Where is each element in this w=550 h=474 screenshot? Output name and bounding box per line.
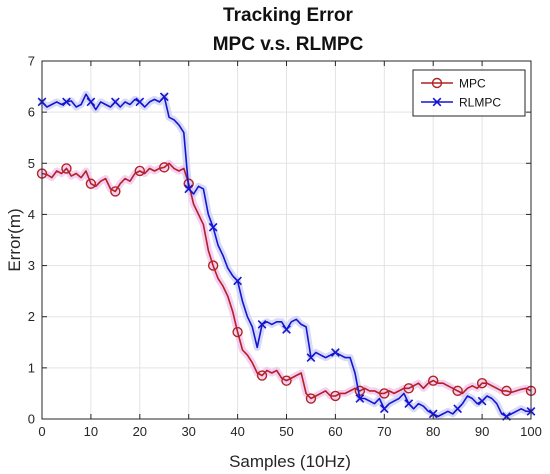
y-tick-label: 0 — [28, 412, 35, 427]
x-marker-stroke — [159, 92, 169, 102]
data-point-mpc — [207, 260, 219, 271]
data-point-rlmpc — [86, 97, 96, 107]
x-marker-stroke — [282, 325, 291, 334]
data-point-mpc — [159, 162, 170, 173]
data-point-mpc — [476, 378, 488, 389]
y-tick-label: 2 — [28, 309, 35, 324]
x-tick-label: 100 — [520, 424, 542, 439]
x-marker-stroke — [184, 184, 194, 194]
data-point-mpc — [281, 375, 292, 386]
x-marker-stroke — [257, 320, 267, 329]
x-tick-label: 30 — [181, 424, 195, 439]
y-tick-label: 6 — [28, 105, 35, 120]
y-tick-label: 5 — [28, 156, 35, 171]
data-point-mpc — [110, 186, 121, 197]
data-point-rlmpc — [428, 409, 438, 419]
data-point-mpc — [428, 375, 439, 386]
data-point-rlmpc — [159, 92, 169, 102]
x-marker-stroke — [306, 353, 316, 362]
chart-subtitle: MPC v.s. RLMPC — [213, 34, 364, 55]
data-point-rlmpc — [404, 399, 414, 409]
x-marker-stroke — [331, 348, 340, 357]
x-marker-stroke — [233, 276, 242, 286]
data-point-rlmpc — [135, 97, 145, 107]
x-marker-stroke — [477, 396, 487, 406]
y-axis-label: Error(m) — [5, 208, 24, 271]
data-point-mpc — [256, 370, 268, 381]
x-marker-stroke — [432, 97, 442, 107]
x-tick-label: 90 — [475, 424, 489, 439]
x-marker-stroke — [379, 404, 389, 414]
x-tick-label: 80 — [426, 424, 440, 439]
data-point-rlmpc — [453, 404, 463, 414]
legend-marker-mpc — [431, 77, 443, 89]
x-tick-label: 10 — [84, 424, 98, 439]
x-marker-stroke — [404, 399, 414, 409]
data-point-rlmpc — [355, 394, 365, 403]
x-marker-stroke — [135, 97, 145, 107]
legend-box — [412, 69, 526, 117]
data-point-rlmpc — [62, 97, 71, 107]
data-point-mpc — [134, 165, 146, 177]
data-point-mpc — [330, 390, 341, 402]
data-point-rlmpc — [477, 396, 487, 406]
x-tick-label: 40 — [230, 424, 244, 439]
y-tick-label: 1 — [28, 360, 35, 375]
data-point-mpc — [403, 383, 414, 394]
x-marker-stroke — [428, 409, 438, 419]
x-tick-label: 70 — [377, 424, 391, 439]
data-point-rlmpc — [379, 404, 389, 414]
x-marker-stroke — [110, 97, 120, 107]
data-point-rlmpc — [110, 97, 120, 107]
x-tick-label: 50 — [279, 424, 293, 439]
y-tick-label: 4 — [28, 207, 35, 222]
series-line-mpc — [41, 162, 532, 400]
data-point-mpc — [379, 388, 390, 399]
data-point-mpc — [305, 393, 317, 404]
x-tick-label: 60 — [328, 424, 342, 439]
data-point-mpc — [85, 178, 97, 189]
data-point-rlmpc — [331, 348, 340, 357]
legend-label-mpc: MPC — [459, 77, 486, 91]
legend: MPC RLMPC — [412, 69, 526, 117]
legend-label-rlmpc: RLMPC — [459, 96, 501, 110]
data-point-rlmpc — [306, 353, 316, 362]
data-point-mpc — [452, 385, 463, 397]
x-marker-stroke — [62, 97, 71, 107]
data-point-rlmpc — [208, 222, 218, 232]
y-tick-label: 3 — [28, 258, 35, 273]
data-point-rlmpc — [282, 325, 291, 334]
x-tick-label: 0 — [38, 424, 45, 439]
plot-area: 0 10 20 30 40 50 60 70 80 90 100 0 1 2 3 4 5 6 7 — [28, 54, 542, 440]
data-point-rlmpc — [184, 184, 194, 194]
data-point-rlmpc — [257, 320, 267, 329]
data-point-rlmpc — [233, 276, 242, 286]
x-marker-stroke — [355, 394, 365, 403]
x-tick-label: 20 — [133, 424, 147, 439]
x-axis-label: Samples (10Hz) — [229, 452, 351, 471]
data-point-mpc — [232, 326, 243, 338]
y-tick-label: 7 — [28, 54, 35, 69]
x-marker-stroke — [208, 222, 218, 232]
x-marker-stroke — [86, 97, 96, 107]
chart-title: Tracking Error — [223, 5, 353, 26]
legend-marker-rlmpc — [432, 97, 442, 107]
data-point-mpc — [61, 163, 72, 174]
data-point-mpc — [501, 385, 512, 397]
x-marker-stroke — [453, 404, 463, 414]
